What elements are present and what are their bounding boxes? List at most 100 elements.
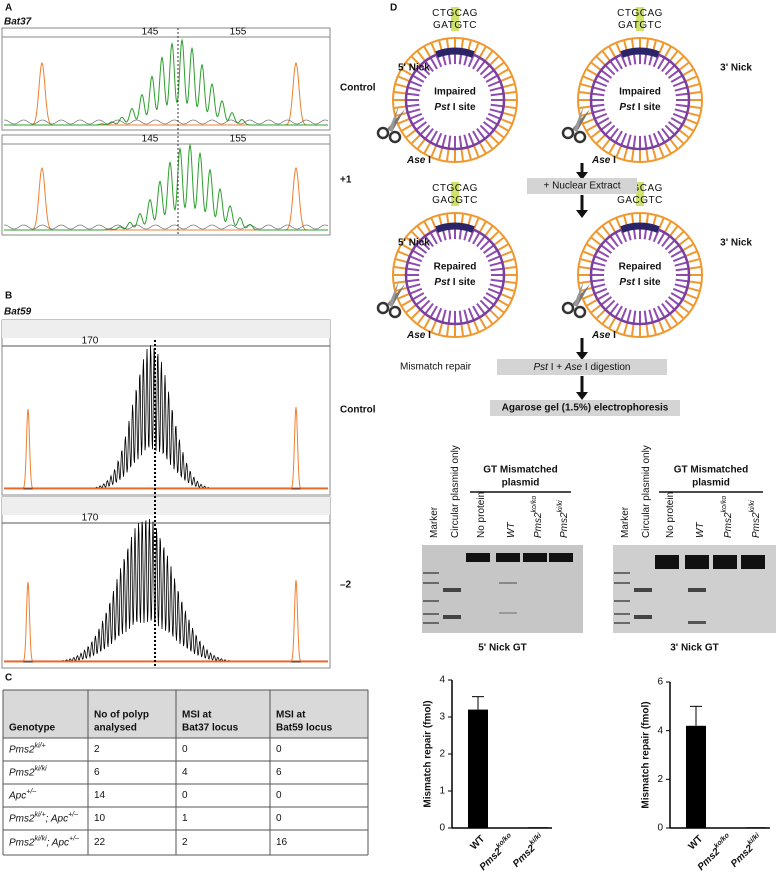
spoke [478,45,487,59]
spoke [597,249,610,258]
text-part: Marker [620,506,631,538]
ruler-tick: 145 [142,134,159,145]
enzyme-label: Ase I [591,330,616,341]
spoke [664,124,676,136]
spoke [591,267,605,272]
spoke [604,299,616,311]
ruler-tick: 145 [142,27,159,38]
spoke [608,141,617,155]
superscript: ki/ki [557,500,564,513]
superscript: ki/ki [749,500,756,513]
superscript: ko/ko [531,496,538,513]
superscript: ko/ko [713,831,731,849]
spoke [416,50,426,62]
text-part: Pms2 [695,846,722,873]
spoke [467,229,475,243]
spoke [609,60,619,73]
text-part: I [425,330,431,341]
genotype-cell: Pms2ki/+​; Apc+/–​ [9,811,78,824]
group-label: plasmid [502,478,540,489]
gel-band [499,612,517,614]
spoke [406,103,420,108]
spoke [582,292,596,300]
spoke [681,243,695,252]
spoke [407,108,421,114]
superscript: ko/ko [495,831,513,849]
text-part: Circular plasmid only [450,445,461,538]
step-box [527,178,637,194]
spoke [493,236,505,246]
spoke [601,138,611,150]
scissors-handle [388,130,402,144]
spoke [430,217,438,231]
y-tick-label: 2 [439,749,445,760]
gel-band [614,582,630,584]
spoke [608,220,617,234]
sequence: GATGTC [433,20,477,31]
superscript: ki/ki [35,765,48,772]
trace [3,224,329,230]
scissors-handle [388,305,402,319]
text-part: Pms2 [559,512,570,538]
spoke [591,278,605,283]
group-label: GT Mismatched [483,465,557,476]
spoke [579,82,593,89]
spoke [415,296,428,306]
lane-label: Pms2ko/ko​ [531,496,544,538]
spoke [674,261,688,267]
spoke [670,117,683,126]
spoke [678,129,690,139]
bar [498,828,518,829]
spoke [467,307,475,321]
text-part: Apc [8,790,26,801]
spoke [415,69,428,79]
text-part: Pms2 [9,813,35,824]
text-part: ; Apc [46,813,68,824]
spoke [490,92,504,97]
spoke [592,283,606,289]
spoke [416,313,426,325]
spoke [435,307,443,321]
table-header-cell: analysed [94,723,137,734]
spoke [460,323,465,337]
text-part: I site [635,102,661,113]
spoke [400,243,414,252]
text-part: I + [548,362,565,373]
spoke [651,147,658,161]
bar [716,828,736,829]
spoke [496,123,510,132]
lane-label: Pms2ko/ko​ [721,496,734,538]
site-arc [620,222,660,233]
trace [4,143,328,231]
spoke [578,105,592,110]
text-part: Pms2 [751,512,762,538]
spoke [441,134,447,148]
spoke [681,298,695,307]
sequence-part: G [446,183,454,194]
site-label: Pst I site [434,102,476,113]
spoke [393,265,407,270]
panel-label: A [5,3,12,14]
spoke [424,127,434,140]
y-tick-label: 0 [657,823,663,834]
nick-label: 5' Nick [398,238,430,249]
spoke [419,124,431,136]
spoke [503,280,517,285]
scissors-blade [574,280,584,308]
spoke [503,265,517,270]
spoke [467,54,475,68]
spoke [407,86,421,92]
spoke [657,217,665,231]
scissors-blade [389,280,399,308]
gel-band [688,621,706,624]
spoke [688,265,702,270]
x-tick-label: Pms2ki/ki​ [727,831,765,869]
spoke [445,148,450,162]
spoke [490,103,504,108]
spoke [673,133,685,145]
trace-label: –2 [340,580,352,591]
spoke [400,298,414,307]
gel-band [423,582,439,584]
base-highlight [451,194,459,206]
table-cell: 0 [276,790,282,801]
